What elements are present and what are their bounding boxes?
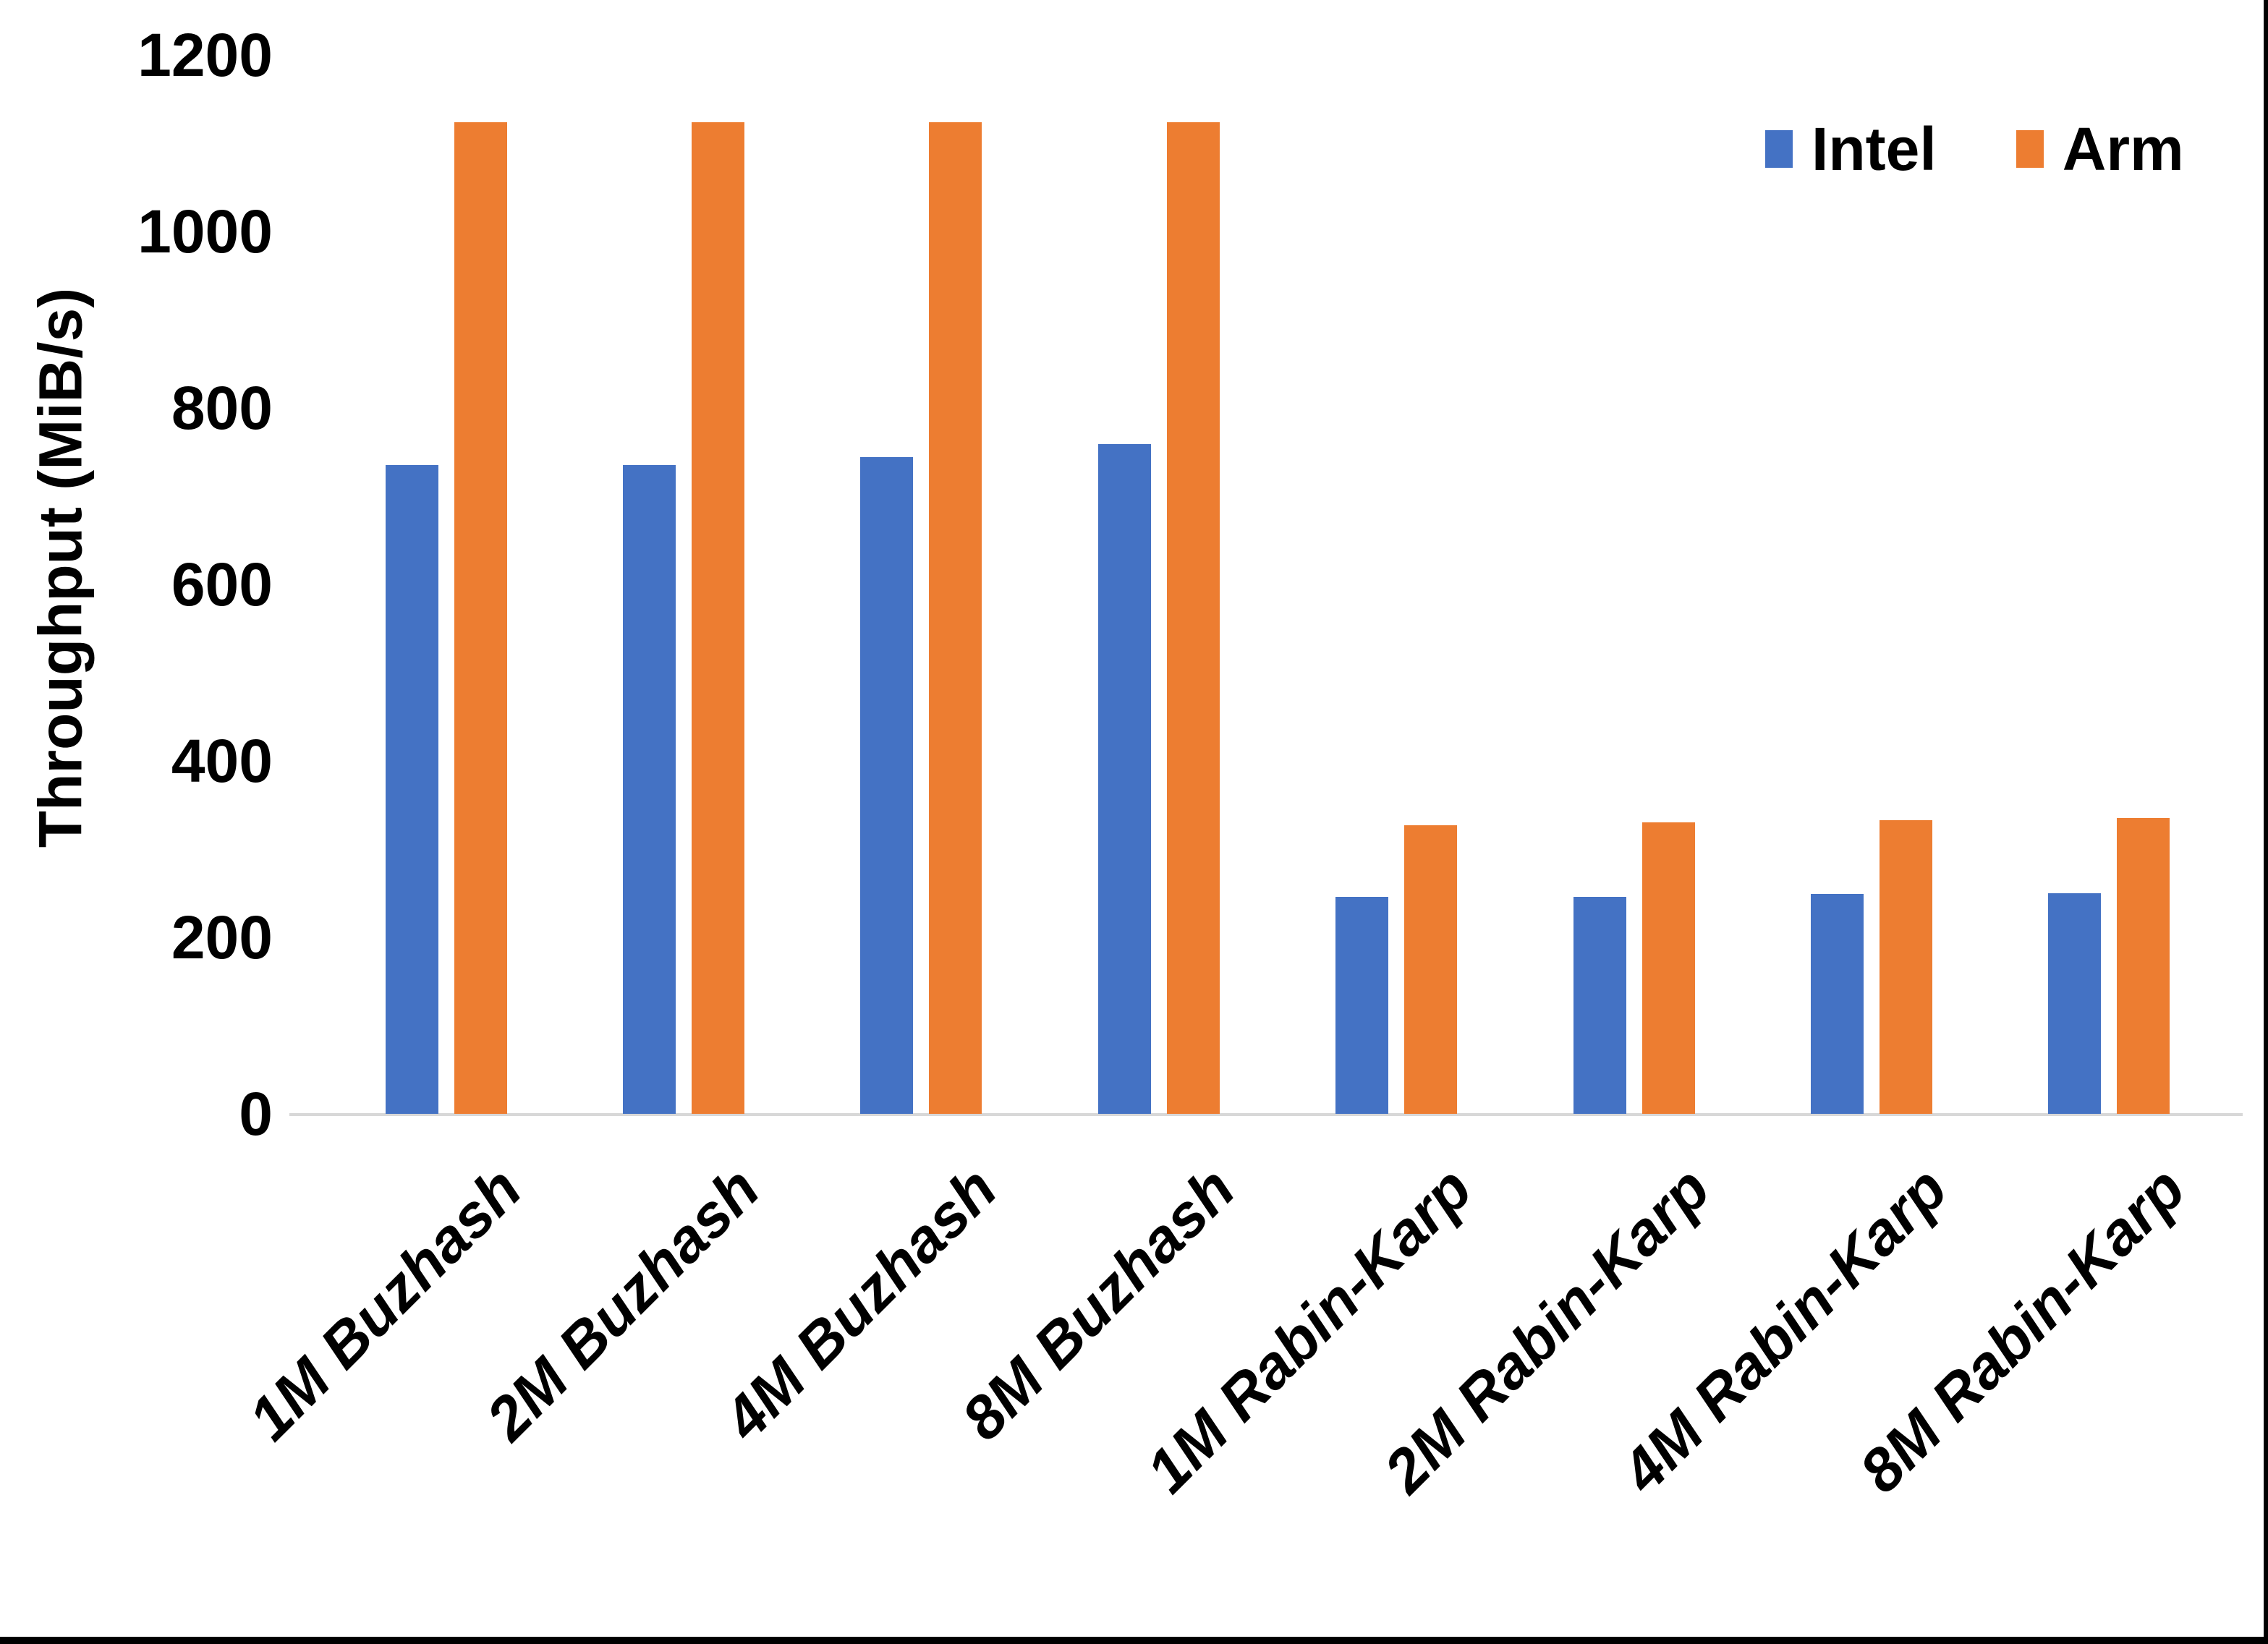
bar-intel-1m-buzhash: [385, 465, 438, 1114]
x-axis-line: [289, 1113, 2243, 1116]
bar-intel-8m-rabin-karp: [2048, 893, 2102, 1114]
bar-arm-2m-buzhash: [691, 122, 744, 1114]
legend-item-arm: Arm: [2016, 114, 2184, 184]
right-border: [2264, 0, 2268, 1644]
bar-intel-2m-buzhash: [622, 465, 676, 1114]
bottom-border: [0, 1637, 2268, 1644]
bar-arm-4m-rabin-karp: [1879, 819, 1932, 1114]
bar-intel-4m-buzhash: [860, 457, 914, 1114]
bar-intel-1m-rabin-karp: [1335, 896, 1389, 1114]
bar-intel-2m-rabin-karp: [1573, 896, 1626, 1114]
legend: Intel Arm: [1765, 113, 2184, 185]
bar-arm-1m-rabin-karp: [1404, 825, 1458, 1114]
legend-item-intel: Intel: [1765, 114, 1937, 184]
legend-label-intel: Intel: [1812, 114, 1937, 183]
y-tick-label-200: 200: [171, 903, 273, 971]
bar-arm-8m-rabin-karp: [2117, 818, 2170, 1114]
bar-arm-8m-buzhash: [1166, 122, 1220, 1114]
legend-label-arm: Arm: [2062, 114, 2184, 183]
bar-intel-8m-buzhash: [1097, 444, 1151, 1114]
y-tick-label-600: 600: [171, 550, 273, 618]
y-tick-label-1000: 1000: [137, 197, 273, 265]
legend-swatch-arm: [2016, 130, 2044, 168]
y-tick-label-0: 0: [239, 1080, 273, 1148]
bar-arm-1m-buzhash: [454, 122, 507, 1114]
y-tick-label-800: 800: [171, 374, 273, 442]
bar-intel-4m-rabin-karp: [1810, 894, 1864, 1114]
y-tick-label-1200: 1200: [137, 21, 273, 89]
legend-swatch-intel: [1765, 130, 1793, 168]
bar-arm-2m-rabin-karp: [1641, 822, 1695, 1114]
y-tick-label-400: 400: [171, 727, 273, 795]
bar-arm-4m-buzhash: [929, 122, 982, 1114]
